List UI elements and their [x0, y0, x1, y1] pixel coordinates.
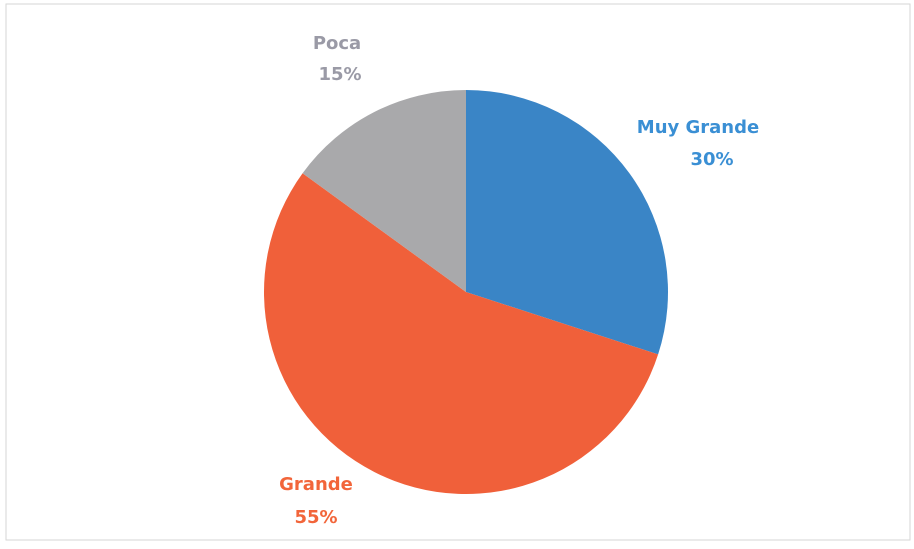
slice-value-label: 15% [318, 64, 361, 85]
pie-slice [302, 90, 466, 292]
pie-slice [263, 173, 659, 495]
slice-value-label: 55% [294, 507, 337, 528]
slice-name: Grande [279, 474, 353, 495]
slice-value-label: 30% [690, 149, 733, 170]
slice-name: Muy Grande [637, 117, 759, 138]
pie-slice [466, 90, 668, 355]
slice-name: Poca [313, 33, 361, 54]
